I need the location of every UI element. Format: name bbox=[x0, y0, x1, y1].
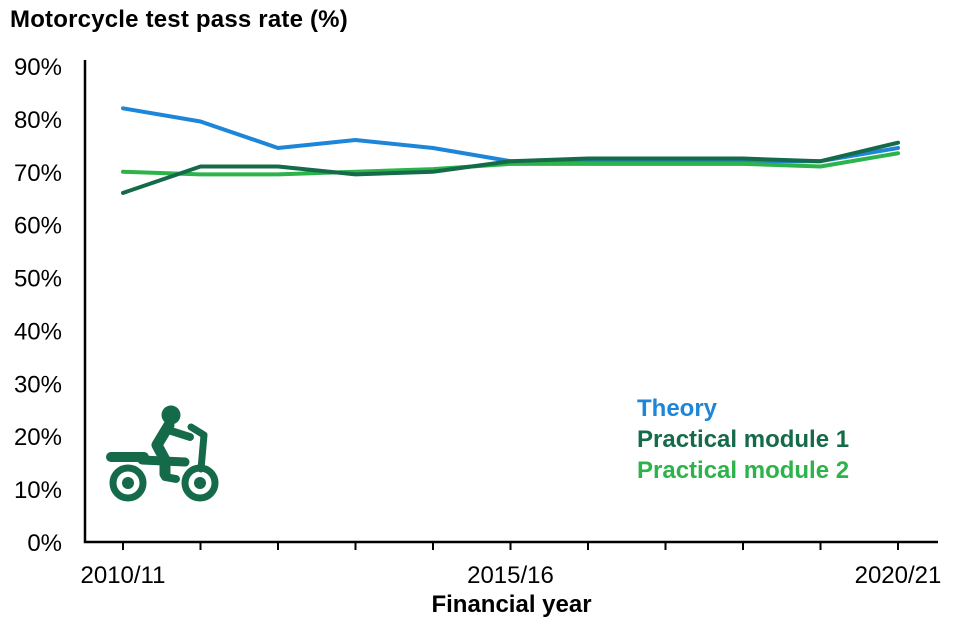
y-tick-label: 50% bbox=[14, 266, 62, 293]
y-tick-label: 10% bbox=[14, 477, 62, 504]
rider-body bbox=[151, 419, 175, 480]
rider-foot bbox=[161, 473, 180, 483]
legend-item-theory: Theory bbox=[637, 395, 718, 422]
axis-lines bbox=[83, 60, 938, 544]
legend-item-practical-module-1: Practical module 1 bbox=[637, 426, 850, 453]
y-tick-label: 80% bbox=[14, 107, 62, 134]
frame-bar bbox=[137, 455, 190, 467]
series-line-theory bbox=[121, 106, 900, 164]
y-tick-label: 0% bbox=[27, 530, 62, 557]
y-tick-label: 20% bbox=[14, 424, 62, 451]
x-tick-label: 2010/11 bbox=[81, 562, 166, 589]
chart-legend: Theory Practical module 1 Practical modu… bbox=[637, 393, 849, 486]
motorcycle-rider-icon bbox=[106, 405, 219, 502]
rear-hub bbox=[122, 477, 134, 489]
front-hub bbox=[194, 477, 206, 489]
rider-arm bbox=[164, 426, 194, 441]
series-line-module1 bbox=[121, 140, 900, 195]
y-tick-label: 40% bbox=[14, 318, 62, 345]
handlebar-fork bbox=[187, 423, 208, 473]
y-tick-label: 90% bbox=[14, 54, 62, 81]
rear-wheel bbox=[109, 464, 147, 502]
x-tick-label: 2015/16 bbox=[467, 562, 554, 589]
y-tick-label: 70% bbox=[14, 160, 62, 187]
legend-item-practical-module-2: Practical module 2 bbox=[637, 457, 850, 484]
x-axis-title: Financial year bbox=[431, 591, 592, 618]
y-tick-label: 60% bbox=[14, 213, 62, 240]
chart-title: Motorcycle test pass rate (%) bbox=[10, 6, 348, 33]
y-tick-label: 30% bbox=[14, 371, 62, 398]
rider-head bbox=[161, 405, 181, 425]
x-tick-label: 2020/21 bbox=[855, 562, 942, 589]
series-line-module2 bbox=[121, 151, 900, 177]
